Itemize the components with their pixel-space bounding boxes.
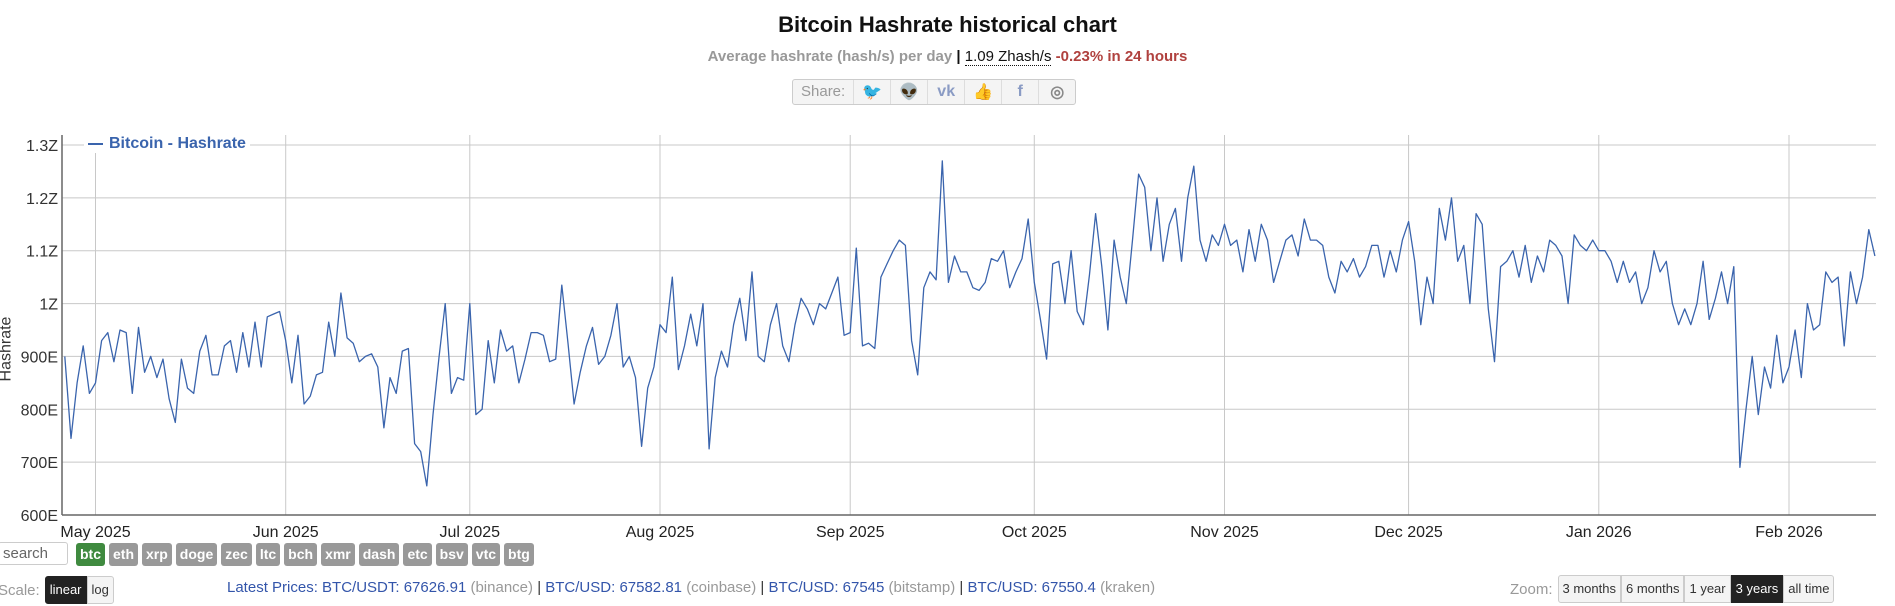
- page-title: Bitcoin Hashrate historical chart: [778, 12, 1117, 37]
- x-tick-label: Aug 2025: [626, 524, 695, 541]
- legend-swatch: [88, 142, 103, 145]
- coin-bch[interactable]: bch: [284, 543, 318, 566]
- zoom-1-year[interactable]: 1 year: [1684, 575, 1731, 603]
- coin-btc[interactable]: btc: [76, 543, 105, 566]
- share-bar: Share: 🐦 👽 vk 👍 f ◎: [792, 79, 1077, 105]
- reddit-icon[interactable]: 👽: [891, 80, 929, 104]
- x-tick-label: Jul 2025: [440, 524, 501, 541]
- facebook-icon[interactable]: f: [1002, 80, 1040, 104]
- coin-doge[interactable]: doge: [175, 543, 218, 566]
- vk-icon[interactable]: vk: [928, 80, 966, 104]
- legend-item[interactable]: Bitcoin - Hashrate: [84, 135, 250, 153]
- zoom-control: Zoom: 3 months 6 months 1 year 3 years a…: [1510, 575, 1835, 603]
- coin-xmr[interactable]: xmr: [321, 543, 355, 566]
- price-kraken[interactable]: BTC/USD: 67550.4: [967, 579, 1096, 596]
- prices-label: Latest Prices:: [227, 579, 318, 596]
- coin-bsv[interactable]: bsv: [435, 543, 468, 566]
- price-binance[interactable]: BTC/USDT: 67626.91: [322, 579, 467, 596]
- x-tick-label: Oct 2025: [1002, 524, 1067, 541]
- zoom-6-months[interactable]: 6 months: [1621, 575, 1685, 603]
- scale-linear-button[interactable]: linear: [44, 576, 87, 604]
- zoom-label: Zoom:: [1510, 580, 1553, 598]
- subtitle-label: Average hashrate (hash/s) per day: [707, 48, 953, 65]
- coin-dash[interactable]: dash: [358, 543, 400, 566]
- price-separator: |: [760, 579, 765, 596]
- hashrate-change: -0.23% in 24 hours: [1055, 48, 1188, 65]
- exchange-bitstamp: (bitstamp): [888, 579, 956, 596]
- y-tick-label: 1.2Z: [26, 191, 58, 208]
- y-tick-label: 1Z: [39, 297, 58, 314]
- y-tick-label: 1.1Z: [26, 244, 58, 261]
- y-tick-label: 1.3Z: [26, 138, 58, 155]
- search-input[interactable]: search: [0, 542, 68, 565]
- current-hashrate: 1.09 Zhash/s: [964, 48, 1052, 66]
- x-tick-label: Feb 2026: [1755, 524, 1823, 541]
- x-tick-label: Nov 2025: [1190, 524, 1259, 541]
- coin-btg[interactable]: btg: [504, 543, 534, 566]
- y-tick-label: 600E: [21, 508, 58, 525]
- subtitle: Average hashrate (hash/s) per day | 1.09…: [0, 48, 1895, 66]
- y-tick-label: 900E: [21, 349, 58, 366]
- exchange-binance: (binance): [470, 579, 534, 596]
- x-tick-label: Jan 2026: [1566, 524, 1632, 541]
- x-tick-label: Dec 2025: [1374, 524, 1443, 541]
- like-icon[interactable]: 👍: [965, 80, 1003, 104]
- hashrate-chart[interactable]: 600E 700E 800E 900E 1Z 1.1Z 1.2Z 1.3Z May 2025 Ju…: [0, 130, 1895, 550]
- exchange-coinbase: (coinbase): [686, 579, 757, 596]
- price-separator: |: [537, 579, 542, 596]
- x-tick-label: May 2025: [60, 524, 130, 541]
- coin-etc[interactable]: etc: [403, 543, 432, 566]
- legend-label: Bitcoin - Hashrate: [109, 135, 246, 152]
- share-label: Share:: [793, 80, 855, 104]
- y-axis-label: Hashrate: [0, 316, 15, 382]
- coin-eth[interactable]: eth: [109, 543, 138, 566]
- price-separator: |: [959, 579, 964, 596]
- weibo-icon[interactable]: ◎: [1050, 84, 1065, 101]
- coin-zec[interactable]: zec: [221, 543, 252, 566]
- coin-xrp[interactable]: xrp: [142, 543, 172, 566]
- scale-label: Scale:: [0, 581, 40, 599]
- y-tick-label: 700E: [21, 455, 58, 472]
- x-tick-label: Sep 2025: [816, 524, 885, 541]
- coin-ltc[interactable]: ltc: [255, 543, 281, 566]
- subtitle-separator: |: [956, 48, 961, 65]
- zoom-3-months[interactable]: 3 months: [1557, 575, 1621, 603]
- series-line-bitcoin-hashrate: [64, 160, 1876, 487]
- coin-vtc[interactable]: vtc: [471, 543, 501, 566]
- latest-prices: Latest Prices: BTC/USDT: 67626.91 (binan…: [227, 579, 1155, 596]
- scale-control: Scale: linear log: [0, 576, 114, 604]
- zoom-all-time[interactable]: all time: [1783, 575, 1835, 603]
- scale-log-button[interactable]: log: [86, 576, 114, 604]
- x-tick-label: Jun 2025: [253, 524, 319, 541]
- zoom-3-years[interactable]: 3 years: [1730, 575, 1784, 603]
- y-tick-label: 800E: [21, 402, 58, 419]
- coin-selector: btc eth xrp doge zec ltc bch xmr dash et…: [76, 543, 534, 566]
- price-coinbase[interactable]: BTC/USD: 67582.81: [545, 579, 683, 596]
- twitter-icon[interactable]: 🐦: [854, 80, 892, 104]
- exchange-kraken: (kraken): [1100, 579, 1156, 596]
- price-bitstamp[interactable]: BTC/USD: 67545: [768, 579, 885, 596]
